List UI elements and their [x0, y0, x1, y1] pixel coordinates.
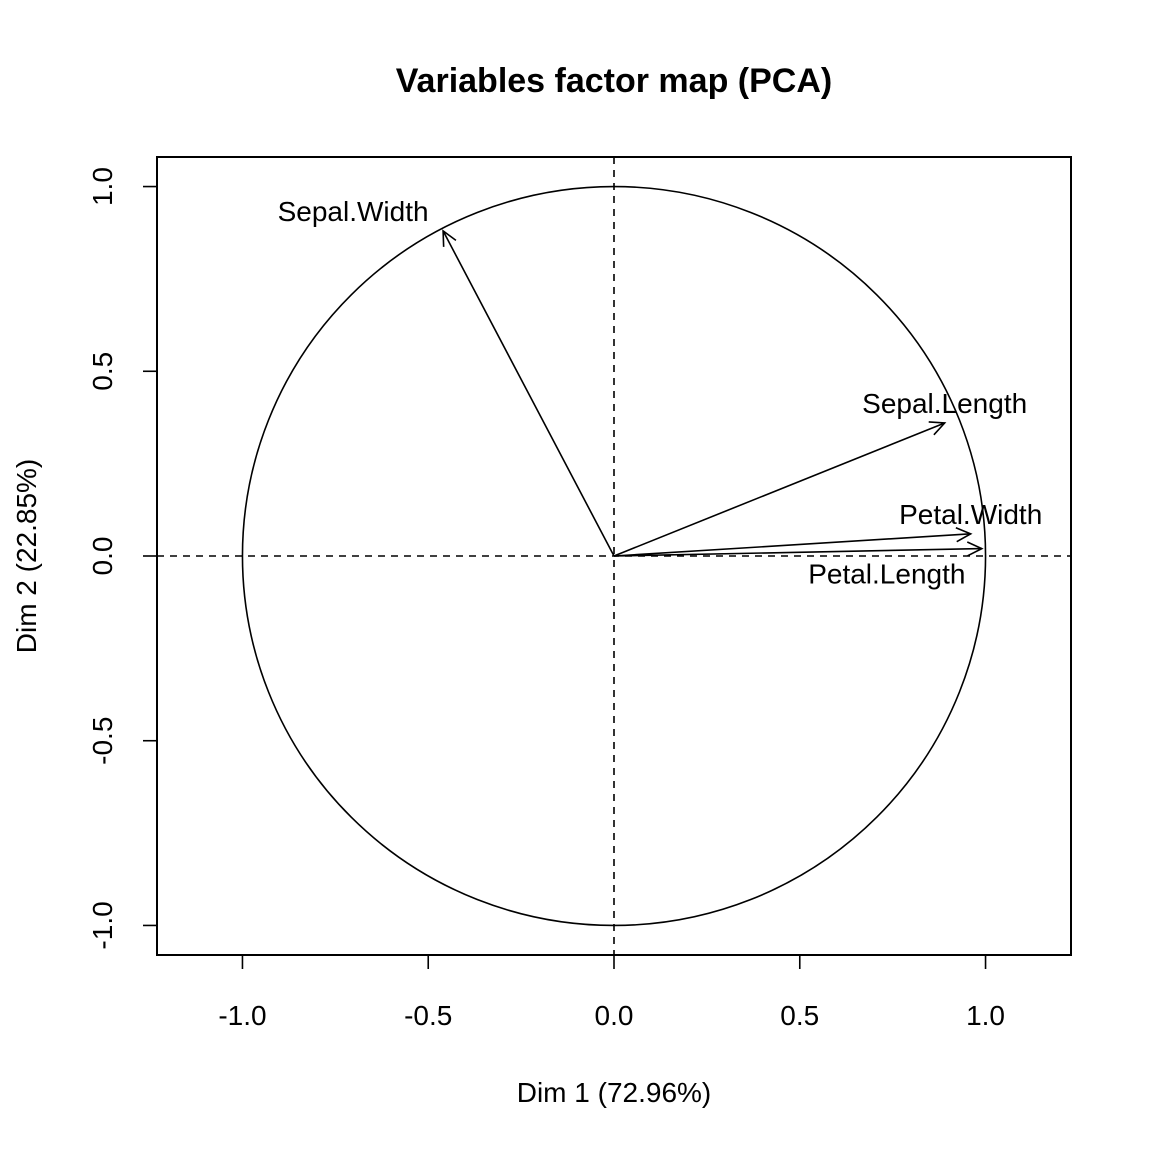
x-axis-title: Dim 1 (72.96%): [517, 1077, 712, 1108]
y-tick-label: -0.5: [87, 717, 118, 765]
arrow-petal-length: [613, 547, 982, 557]
y-axis: -1.0 -0.5 0.0 0.5 1.0: [87, 167, 158, 950]
arrow-sepal-width: [442, 230, 615, 557]
x-tick-label: -1.0: [218, 1000, 266, 1031]
variable-label-petal-length: Petal.Length: [808, 559, 965, 590]
y-tick-label: 0.5: [87, 352, 118, 391]
arrowhead-sepal-width: [442, 229, 457, 247]
arrowhead-sepal-length: [928, 421, 947, 436]
x-tick-label: -0.5: [404, 1000, 452, 1031]
y-tick-label: 1.0: [87, 167, 118, 206]
variable-label-petal-width: Petal.Width: [899, 499, 1042, 530]
x-axis: -1.0 -0.5 0.0 0.5 1.0: [218, 954, 1005, 1031]
arrow-sepal-length: [613, 422, 945, 557]
x-tick-label: 0.0: [595, 1000, 634, 1031]
arrowhead-petal-width: [955, 527, 973, 543]
arrow-petal-width: [613, 533, 971, 557]
chart-title: Variables factor map (PCA): [396, 62, 832, 100]
y-tick-label: 0.0: [87, 537, 118, 576]
variable-label-sepal-length: Sepal.Length: [862, 388, 1027, 419]
y-axis-title: Dim 2 (22.85%): [11, 459, 42, 654]
plot-content: Sepal.Length Sepal.Width Petal.Length Petal…: [157, 157, 1071, 955]
arrowhead-petal-length: [966, 541, 984, 557]
x-tick-label: 0.5: [780, 1000, 819, 1031]
x-tick-label: 1.0: [966, 1000, 1005, 1031]
variable-label-sepal-width: Sepal.Width: [278, 196, 429, 227]
y-tick-label: -1.0: [87, 901, 118, 949]
